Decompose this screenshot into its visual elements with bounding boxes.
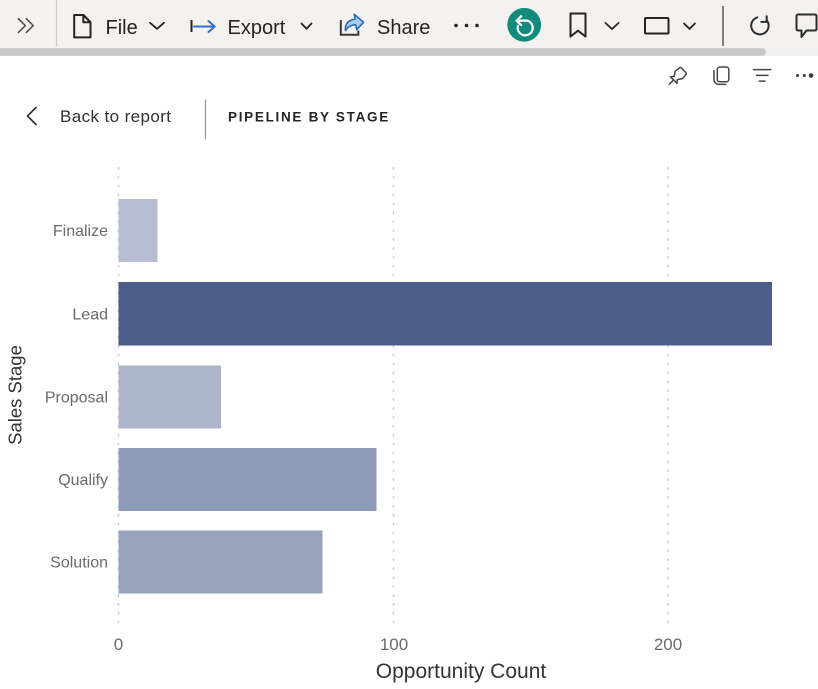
svg-text:Solution: Solution <box>50 555 108 572</box>
svg-text:Lead: Lead <box>72 307 108 324</box>
svg-text:Sales Stage: Sales Stage <box>5 345 26 445</box>
svg-text:Finalize: Finalize <box>53 223 108 240</box>
svg-text:Back to report: Back to report <box>60 107 171 126</box>
svg-text:Proposal: Proposal <box>45 390 108 407</box>
svg-text:File: File <box>106 17 138 39</box>
svg-text:0: 0 <box>114 635 123 654</box>
svg-text:Share: Share <box>377 17 430 39</box>
svg-text:200: 200 <box>654 635 682 654</box>
svg-text:Export: Export <box>228 17 286 39</box>
svg-text:Opportunity Count: Opportunity Count <box>376 660 547 683</box>
svg-text:Qualify: Qualify <box>58 472 108 489</box>
svg-text:100: 100 <box>380 635 408 654</box>
svg-text:PIPELINE BY STAGE: PIPELINE BY STAGE <box>228 110 390 125</box>
